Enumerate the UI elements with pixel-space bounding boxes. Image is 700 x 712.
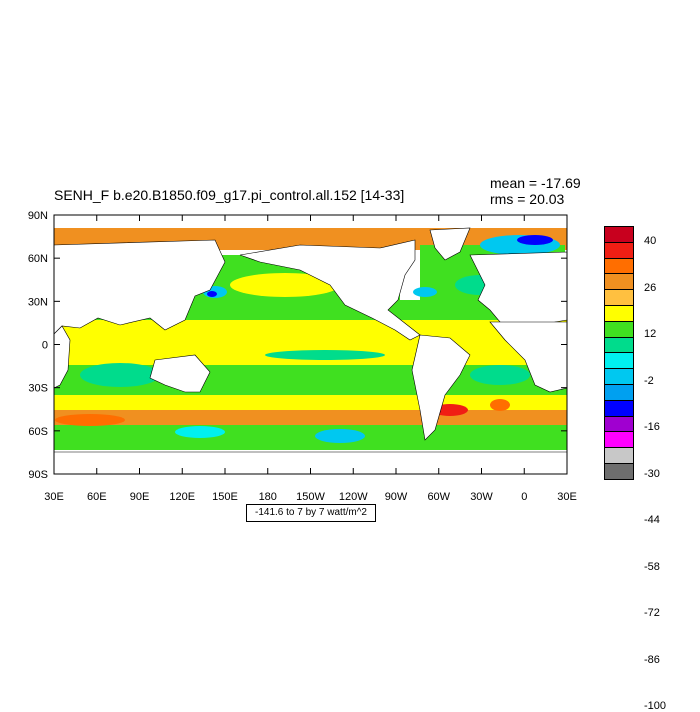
axis-ticks [53,214,568,475]
colorbar-swatch [604,273,634,291]
colorbar-label: -86 [644,653,660,666]
x-tick-label: 30W [470,491,493,503]
colorbar-label: -16 [644,421,660,434]
x-tick-label: 150E [212,491,238,503]
colorbar-swatch [604,384,634,401]
contour-info: -141.6 to 7 by 7 watt/m^2 [246,504,376,522]
colorbar-swatch [604,447,634,464]
x-tick-label: 30E [557,491,577,503]
x-tick-label: 150W [296,491,325,503]
colorbar-label: -72 [644,607,660,620]
colorbar-swatch [604,352,634,370]
colorbar-swatch [604,289,634,306]
colorbar-swatch [604,257,634,275]
y-tick-label: 60N [28,253,48,265]
continents [53,227,568,475]
rms-value: rms = 20.03 [490,191,565,207]
colorbar-label: 40 [644,235,657,248]
colorbar-swatch [604,336,634,354]
colorbar-label: -30 [644,467,660,480]
plot-title: SENH_F b.e20.B1850.f09_g17.pi_control.al… [54,187,405,203]
x-tick-label: 30E [44,491,64,503]
colorbar-label: -44 [644,514,660,527]
colorbar-swatch [604,463,634,480]
colorbar-swatch [604,226,634,243]
x-tick-label: 90W [385,491,408,503]
x-tick-label: 180 [259,491,277,503]
colorbar-swatch [604,399,634,417]
colorbar-label: 12 [644,328,657,341]
colorbar-label: -2 [644,374,654,387]
colorbar-label: 26 [644,281,657,294]
y-tick-label: 30S [28,383,48,395]
x-tick-label: 120E [169,491,195,503]
colorbar-swatch [604,241,634,259]
x-axis-labels: 30E 60E 90E 120E 150E 180 150W 120W 90W 60W 30W 0 30… [44,491,577,503]
x-tick-label: 60W [427,491,450,503]
x-tick-label: 0 [521,491,527,503]
colorbar-label: -100 [644,700,667,712]
south-america [411,334,471,441]
southern-green [54,425,567,450]
greenland [429,227,471,261]
colorbar-swatch [604,431,634,449]
x-tick-label: 120W [339,491,368,503]
southern-orange [54,410,567,425]
colorbar-swatch [604,415,634,433]
y-tick-label: 0 [42,340,48,352]
stats-box: mean = -17.69 rms = 20.03 [490,175,581,207]
colorbar-swatch [604,368,634,385]
y-tick-label: 60S [28,426,48,438]
x-tick-label: 60E [87,491,107,503]
colorbar-swatch [604,305,634,322]
colorbar-swatch [604,320,634,338]
eurasia-east [53,239,226,335]
mean-value: mean = -17.69 [490,175,581,191]
y-axis-labels: 90N 60N 30N 0 30S 60S 90S [28,210,48,481]
colorbar-label: -58 [644,560,660,573]
y-tick-label: 90S [28,469,48,481]
australia [149,354,211,393]
x-tick-label: 90E [130,491,150,503]
y-tick-label: 90N [28,210,48,222]
y-tick-label: 30N [28,296,48,308]
